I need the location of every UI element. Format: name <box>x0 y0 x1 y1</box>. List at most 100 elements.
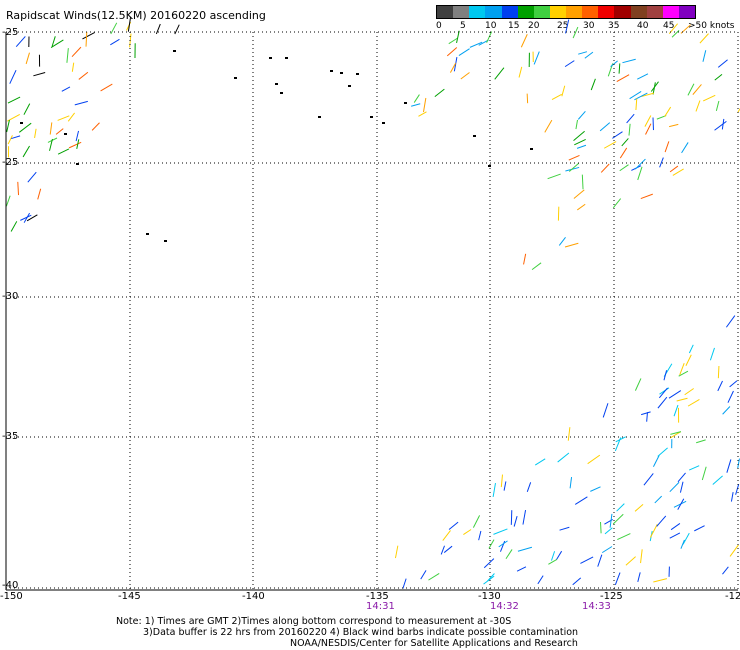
wind-barb <box>516 566 527 572</box>
wind-barb <box>603 141 617 149</box>
wind-barb <box>57 115 70 121</box>
wind-speed-legend: 0 5 10 15 20 25 30 35 40 45 >50 knots <box>436 5 736 37</box>
wind-barb <box>110 22 118 35</box>
wind-barb <box>492 482 496 498</box>
time-label: 14:32 <box>490 601 519 612</box>
wind-barb <box>673 500 687 508</box>
wind-barb <box>712 475 723 485</box>
wind-barb <box>657 447 668 457</box>
wind-barb <box>680 539 685 549</box>
wind-barb <box>534 458 546 466</box>
legend-swatch <box>582 6 599 18</box>
wind-barb <box>440 545 445 555</box>
wind-barb <box>692 84 702 95</box>
wind-barb <box>564 242 579 248</box>
wind-barb <box>449 62 457 73</box>
legend-swatch <box>469 6 486 18</box>
island-marker <box>146 233 149 235</box>
wind-barb <box>612 198 622 209</box>
wind-barb <box>55 128 64 135</box>
wind-barb <box>544 119 553 133</box>
wind-barb <box>6 119 10 133</box>
wind-barb <box>500 474 503 488</box>
wind-barb <box>699 33 709 44</box>
wind-barb <box>577 203 586 211</box>
wind-barb <box>629 91 642 100</box>
wind-barb <box>614 572 621 586</box>
wind-barb <box>677 498 685 510</box>
wind-barb <box>687 398 700 407</box>
legend-swatch <box>437 6 454 18</box>
wind-barb <box>569 477 573 489</box>
island-marker <box>64 133 67 135</box>
wind-barb <box>472 515 481 528</box>
island-marker <box>280 92 283 94</box>
wind-barb <box>548 559 558 565</box>
legend-swatch <box>678 6 695 18</box>
wind-barb <box>641 411 651 416</box>
island-marker <box>20 122 23 124</box>
wind-barb <box>717 59 728 68</box>
legend-swatch <box>517 6 534 18</box>
wind-barb <box>499 540 506 552</box>
legend-label: 45 <box>663 21 675 31</box>
wind-barb <box>672 168 684 176</box>
wind-barb <box>678 370 689 377</box>
wind-barb <box>155 23 161 35</box>
wind-barb <box>71 46 82 58</box>
island-marker <box>76 163 79 165</box>
wind-barb <box>722 406 731 415</box>
note-line-2: 3)Data buffer is 22 hrs from 20160220 4)… <box>143 627 579 638</box>
island-marker <box>330 70 333 72</box>
wind-barb <box>37 188 42 200</box>
wind-barb <box>621 138 629 147</box>
wind-barbs-layer <box>5 16 740 589</box>
wind-barb <box>573 130 585 141</box>
wind-barb <box>483 558 495 569</box>
island-marker <box>285 57 288 59</box>
wind-barb <box>446 47 458 57</box>
wind-barb <box>681 142 689 154</box>
island-marker <box>382 122 385 124</box>
wind-barb <box>619 147 628 159</box>
lat-label: -30 <box>2 291 19 302</box>
wind-barb <box>33 72 46 77</box>
wind-barb <box>669 481 680 493</box>
wind-barb <box>26 214 38 222</box>
lat-label: -35 <box>2 431 19 442</box>
wind-barb <box>520 34 528 48</box>
wind-barb <box>729 380 738 388</box>
wind-barb <box>442 530 451 541</box>
wind-barb <box>478 39 489 46</box>
legend-swatch <box>614 6 631 18</box>
wind-barb <box>453 57 458 72</box>
wind-barb <box>628 123 631 136</box>
wind-barb <box>10 221 18 232</box>
wind-barb <box>650 81 659 92</box>
wind-barb <box>518 66 523 78</box>
wind-barb <box>572 26 579 39</box>
island-marker <box>530 148 533 150</box>
wind-barb <box>503 481 507 491</box>
island-marker <box>164 240 167 242</box>
wind-barb <box>82 32 95 40</box>
wind-barb <box>669 165 679 173</box>
wind-barb <box>7 96 21 104</box>
wind-barb <box>600 163 610 173</box>
wind-barb <box>498 540 508 548</box>
wind-barb <box>618 63 621 74</box>
wind-barb <box>523 253 527 265</box>
wind-barb <box>652 82 656 95</box>
wind-barb <box>727 390 734 403</box>
legend-swatch <box>453 6 470 18</box>
island-marker <box>473 135 476 137</box>
wind-barb <box>715 100 720 112</box>
wind-barb <box>646 412 648 422</box>
wind-barb <box>640 549 643 564</box>
wind-barb <box>559 526 570 531</box>
wind-barb <box>6 114 20 122</box>
wind-barb <box>568 162 579 172</box>
wind-barb <box>737 107 740 114</box>
island-marker <box>269 57 272 59</box>
